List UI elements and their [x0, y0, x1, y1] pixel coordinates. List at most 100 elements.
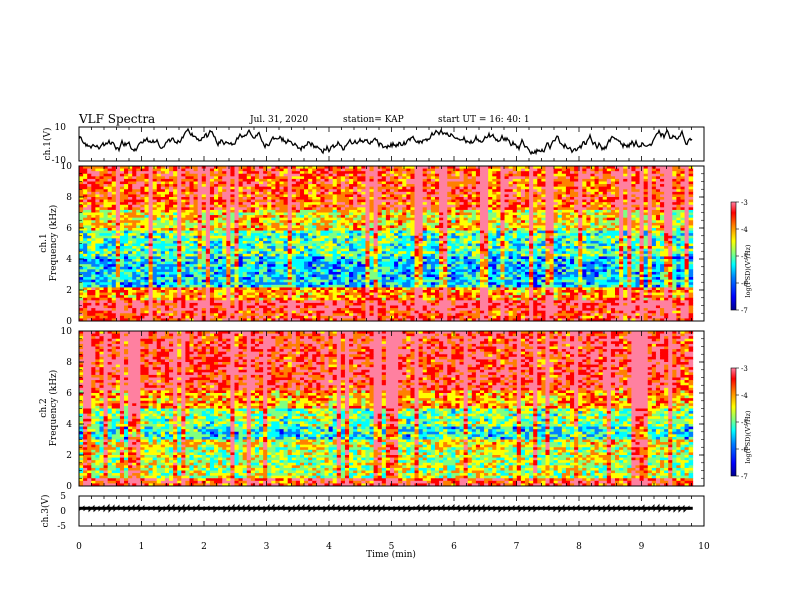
- ch1-spectrogram-cell: [209, 220, 215, 224]
- ch1-spectrogram-cell: [299, 240, 305, 244]
- ch1-spectrogram-cell: [655, 176, 661, 180]
- ch1-spectrogram-cell: [189, 194, 194, 198]
- ch1-spectrogram-cell: [582, 225, 587, 229]
- ch1-spectrogram-cell: [496, 199, 501, 203]
- ch1-spectrogram-cell: [500, 178, 505, 182]
- ch1-spectrogram-cell: [304, 166, 309, 169]
- ch1-spectrogram-cell: [455, 212, 460, 216]
- ch1-spectrogram-cell: [189, 222, 194, 226]
- ch1-spectrogram-cell: [169, 186, 174, 190]
- ch1-spectrogram-cell: [336, 222, 342, 226]
- ch1-spectrogram-cell: [156, 184, 162, 188]
- ch1-spectrogram-cell: [267, 230, 272, 234]
- ch1-spectrogram-cell: [152, 248, 158, 252]
- ch1-spectrogram-cell: [549, 235, 555, 239]
- ch1-spectrogram-cell: [570, 178, 575, 182]
- ch1-spectrogram-cell: [242, 233, 248, 237]
- ch1-spectrogram-cell: [471, 225, 477, 229]
- ch1-spectrogram-cell: [541, 235, 546, 239]
- ch1-spectrogram-cell: [79, 240, 84, 244]
- ch1-spectrogram-cell: [287, 209, 293, 213]
- ch1-spectrogram-cell: [267, 207, 272, 211]
- ch1-spectrogram-cell: [598, 197, 604, 200]
- ch1-spectrogram-cell: [533, 181, 538, 185]
- ch1-spectrogram-cell: [627, 233, 632, 237]
- ch1-spectrogram-cell: [443, 181, 448, 185]
- ch1-spectrogram-cell: [643, 178, 649, 182]
- ch1-spectrogram-cell: [144, 207, 149, 211]
- ch1-spectrogram-cell: [479, 222, 485, 226]
- ch1-spectrogram-cell: [529, 191, 534, 195]
- ch1-spectrogram-cell: [226, 248, 231, 252]
- ch1-spectrogram-cell: [238, 202, 244, 206]
- ch1-spectrogram-cell: [115, 220, 121, 224]
- ch1-spectrogram-cell: [287, 171, 293, 175]
- ch1-spectrogram-cell: [328, 202, 334, 206]
- ch1-spectrogram-cell: [541, 220, 546, 224]
- ch1-spectrogram-cell: [447, 230, 452, 234]
- ch1-spectrogram-cell: [479, 228, 485, 231]
- ch1-spectrogram-cell: [205, 243, 211, 247]
- ch1-spectrogram-cell: [398, 197, 403, 200]
- ch1-spectrogram-cell: [529, 228, 534, 231]
- ch1-spectrogram-cell: [263, 166, 268, 169]
- ch1-spectrogram-cell: [655, 230, 661, 234]
- ch1-spectrogram-cell: [115, 209, 121, 213]
- ch1-spectrogram-cell: [590, 233, 595, 237]
- ch1-spectrogram-cell: [226, 209, 231, 213]
- ch1-spectrogram-cell: [479, 207, 485, 211]
- ch1-spectrogram-cell: [164, 225, 170, 229]
- ch1-spectrogram-cell: [107, 176, 113, 180]
- ch1-spectrogram-cell: [177, 233, 182, 237]
- ch1-spectrogram-cell: [115, 168, 121, 172]
- ch1-spectrogram-cell: [426, 189, 432, 193]
- ch1-spectrogram-cell: [185, 202, 190, 206]
- ch1-spectrogram-cell: [246, 209, 252, 213]
- ch1-spectrogram-cell: [635, 209, 640, 213]
- ch1-spectrogram-cell: [124, 246, 129, 250]
- ch1-spectrogram-cell: [504, 171, 510, 175]
- ch1-spectrogram-cell: [619, 246, 624, 250]
- ch1-spectrogram-cell: [365, 199, 370, 203]
- ch1-spectrogram-cell: [684, 184, 690, 188]
- ch1-spectrogram-cell: [537, 189, 542, 193]
- ch1-spectrogram-cell: [111, 230, 117, 234]
- ch1-spectrogram-cell: [148, 202, 154, 206]
- ch1-spectrogram-cell: [263, 189, 268, 193]
- ch1-spectrogram-cell: [99, 184, 104, 188]
- ch1-spectrogram-cell: [99, 217, 104, 221]
- ch1-spectrogram-cell: [205, 230, 211, 234]
- ch1-spectrogram-cell: [643, 235, 649, 239]
- ch1-spectrogram-cell: [451, 207, 456, 211]
- ch1-spectrogram-cell: [111, 178, 117, 182]
- ch1-spectrogram-cell: [328, 212, 334, 216]
- ch1-spectrogram-cell: [586, 181, 591, 185]
- ch1-spectrogram-cell: [430, 194, 436, 198]
- ch1-spectrogram-cell: [250, 243, 256, 247]
- ch1-spectrogram-cell: [169, 194, 174, 198]
- ch1-spectrogram-cell: [594, 199, 600, 203]
- ch1-spectrogram-cell: [631, 220, 636, 224]
- ch1-spectrogram-cell: [385, 184, 391, 188]
- ch1-spectrogram-cell: [533, 197, 538, 200]
- ch1-spectrogram-cell: [291, 212, 297, 216]
- ch1-spectrogram-cell: [524, 228, 530, 231]
- ch1-spectrogram-cell: [516, 233, 522, 237]
- ch1-spectrogram-cell: [136, 238, 141, 242]
- ch1-spectrogram-cell: [627, 243, 632, 247]
- ch1-spectrogram-cell: [316, 173, 321, 177]
- ch1-spectrogram-cell: [430, 235, 436, 239]
- ch1-spectrogram-cell: [475, 212, 481, 216]
- ch1-spectrogram-cell: [226, 168, 231, 172]
- ch1-spectrogram-cell: [479, 202, 485, 206]
- ch1-spectrogram-cell: [414, 212, 420, 216]
- ch1-spectrogram-cell: [639, 202, 645, 206]
- ch1-spectrogram-cell: [369, 212, 374, 216]
- ch1-spectrogram-cell: [504, 246, 510, 250]
- ch1-spectrogram-cell: [340, 181, 346, 185]
- ch1-spectrogram-cell: [623, 230, 628, 234]
- ch1-spectrogram-cell: [263, 246, 268, 250]
- ch1-spectrogram-cell: [549, 197, 555, 200]
- ch1-spectrogram-cell: [475, 189, 481, 193]
- ch1-spectrogram-cell: [361, 217, 366, 221]
